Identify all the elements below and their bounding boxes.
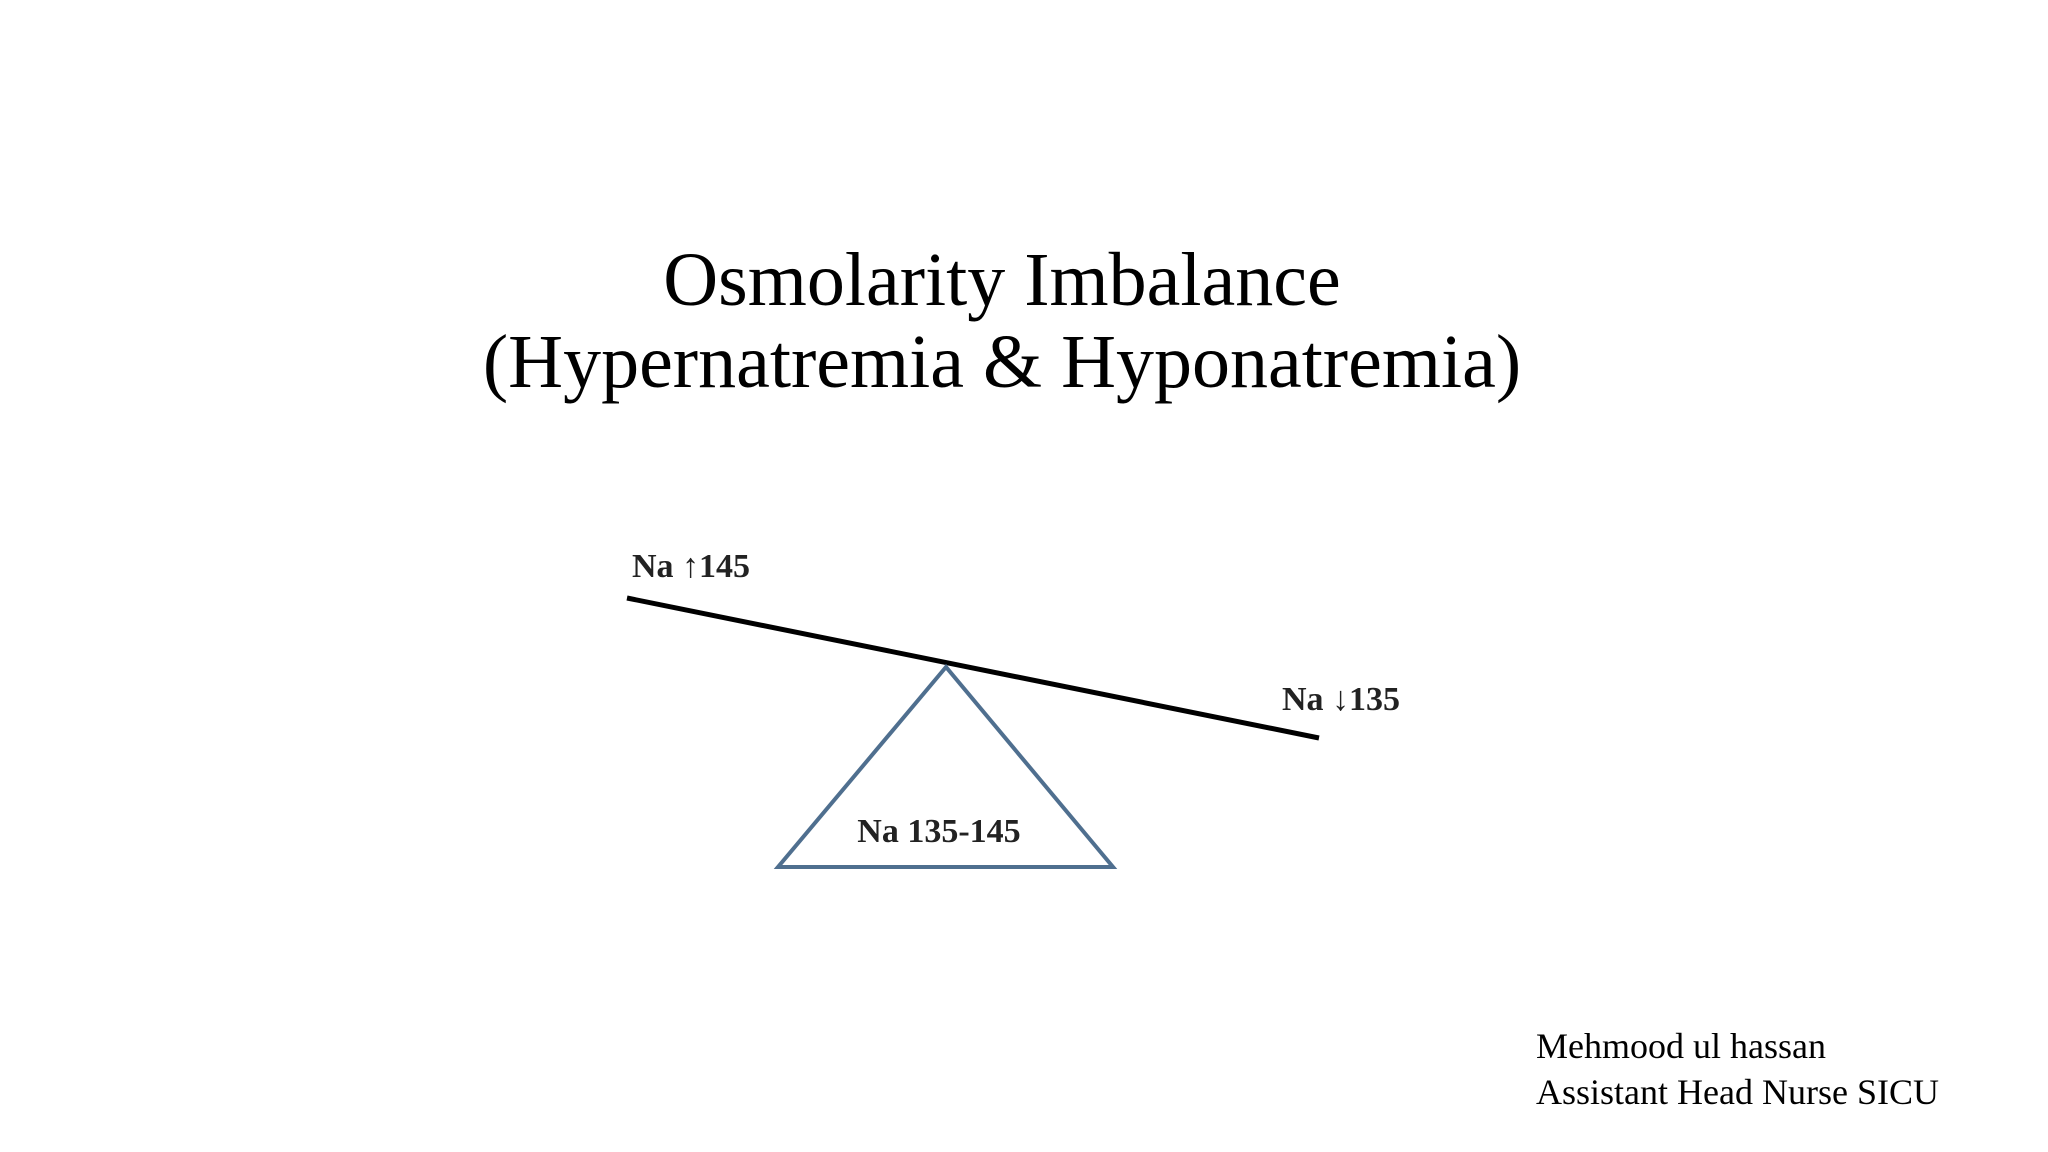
seesaw-beam [626, 595, 1320, 741]
right-label: Na ↓135 [1282, 681, 1400, 718]
author-name: Mehmood ul hassan [1536, 1026, 1826, 1066]
base-label: Na 135-145 [857, 813, 1020, 850]
left-label: Na ↑145 [632, 548, 750, 585]
title-line: Osmolarity Imbalance [663, 238, 1340, 322]
title-line: (Hypernatremia & Hyponatremia) [483, 320, 1521, 404]
author-role: Assistant Head Nurse SICU [1536, 1072, 1939, 1112]
fulcrum-triangle [773, 663, 1118, 869]
